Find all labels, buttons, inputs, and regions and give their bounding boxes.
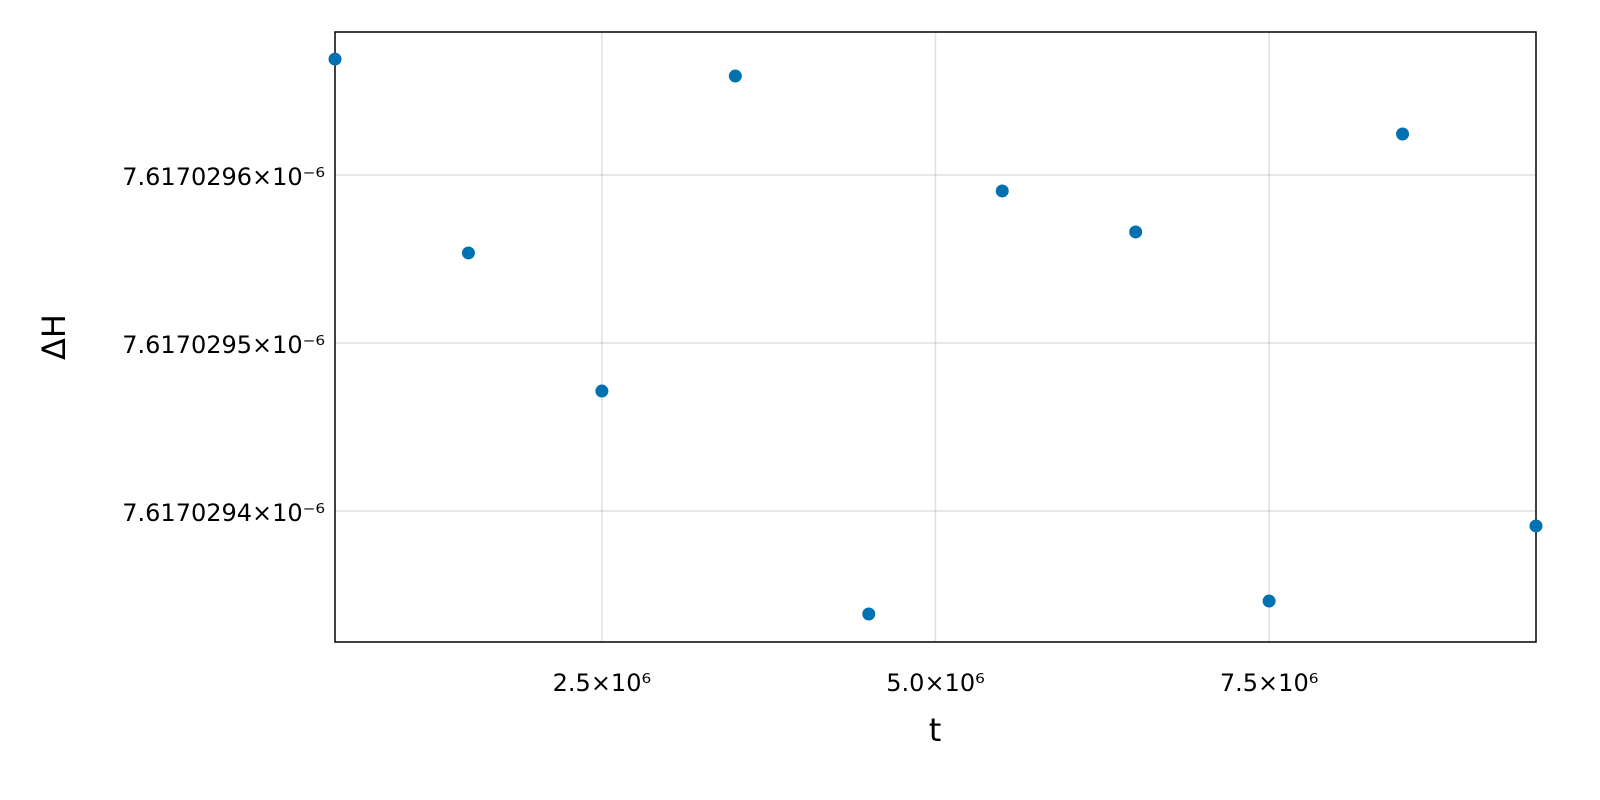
x-tick-label: 2.5×10⁶ [553, 669, 651, 697]
x-tick-label: 5.0×10⁶ [886, 669, 984, 697]
y-tick-label: 7.6170294×10⁻⁶ [122, 499, 325, 527]
y-axis-title: ΔH [35, 314, 73, 360]
plot-frame [334, 31, 1537, 643]
point [1396, 127, 1410, 141]
x-tick-label: 7.5×10⁶ [1220, 669, 1318, 697]
point [728, 69, 742, 83]
y-tick-label: 7.6170296×10⁻⁶ [122, 163, 325, 191]
x-axis-title: t [929, 711, 942, 749]
point [1262, 594, 1276, 608]
point [995, 184, 1009, 198]
point [461, 246, 475, 260]
point [862, 607, 876, 621]
y-tick-label: 7.6170295×10⁻⁶ [122, 331, 325, 359]
point [595, 384, 609, 398]
point [1129, 225, 1143, 239]
point [328, 52, 342, 66]
point [1529, 519, 1543, 533]
